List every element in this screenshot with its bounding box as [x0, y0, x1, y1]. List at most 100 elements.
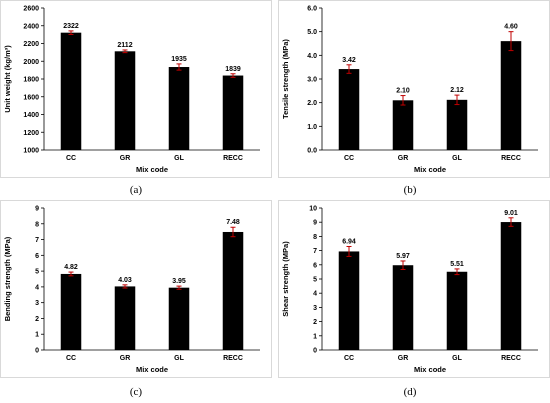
- x-tick-label: CC: [344, 355, 354, 362]
- chart-panel-a: 1000 1200 1400 1600 1800 2000 2200 2400 2600 2322…: [0, 0, 272, 178]
- caption-b: (b): [403, 184, 417, 196]
- y-tick-label: 5: [313, 277, 317, 284]
- x-tick-label: GL: [452, 355, 462, 362]
- chart-panel-c: 0 1 2 3 4 5 6 7 8 9 4.82 CC 4.03 GR 3.95 GL 7.48 RECC Mix …: [0, 200, 272, 378]
- chart-c-bending-strength: 0 1 2 3 4 5 6 7 8 9 4.82 CC 4.03 GR 3.95 GL 7.48 RECC Mix …: [0, 200, 272, 378]
- y-axis-title: Tensile strength (MPa): [281, 39, 290, 119]
- bar: [392, 265, 414, 350]
- data-label: 5.51: [450, 261, 464, 268]
- y-tick-label: 8: [313, 234, 317, 241]
- data-label: 4.03: [118, 277, 132, 284]
- y-tick-label: 3.0: [307, 77, 317, 84]
- chart-b-tensile-strength: 0.0 1.0 2.0 3.0 4.0 5.0 6.0 3.42 CC 2.10 GR 2.12 GL 4…: [278, 0, 550, 178]
- y-tick-label: 0.0: [307, 148, 317, 155]
- x-tick-label: GL: [174, 155, 184, 162]
- x-axis-title: Mix code: [414, 365, 446, 374]
- data-label: 3.42: [342, 57, 356, 64]
- y-tick-label: 1: [313, 333, 317, 340]
- y-tick-label: 1.0: [307, 124, 317, 131]
- y-axis-title: Shear strength (MPa): [281, 241, 290, 317]
- x-tick-label: CC: [344, 155, 354, 162]
- data-label: 5.97: [396, 253, 410, 260]
- y-tick-label: 2: [35, 316, 39, 323]
- y-tick-label: 2: [313, 319, 317, 326]
- y-tick-label: 3: [35, 300, 39, 307]
- y-tick-label: 6: [313, 262, 317, 269]
- y-tick-label: 7: [35, 237, 39, 244]
- bar: [338, 251, 360, 350]
- y-axis-title: Bending strength (MPa): [3, 236, 12, 321]
- y-tick-label: 1800: [23, 77, 39, 84]
- x-tick-label: GL: [452, 155, 462, 162]
- y-tick-label: 1600: [23, 94, 39, 101]
- data-label: 6.94: [342, 238, 356, 245]
- data-label: 4.60: [504, 24, 518, 31]
- y-tick-label: 2400: [23, 23, 39, 30]
- y-tick-label: 9: [313, 220, 317, 227]
- bar: [168, 287, 190, 350]
- bar: [500, 222, 522, 350]
- bar: [168, 67, 190, 150]
- bar: [392, 100, 414, 150]
- y-tick-label: 5: [35, 269, 39, 276]
- caption-d: (d): [403, 386, 417, 398]
- y-tick-label: 1: [35, 332, 39, 339]
- data-label: 2.12: [450, 87, 464, 94]
- bar: [114, 51, 136, 151]
- x-tick-label: RECC: [501, 355, 521, 362]
- y-tick-label: 3: [313, 305, 317, 312]
- y-axis-title: Unit weight (kg/m³): [3, 45, 12, 113]
- y-tick-label: 4.0: [307, 53, 317, 60]
- bar: [222, 75, 244, 150]
- y-tick-label: 9: [35, 206, 39, 213]
- x-tick-label: RECC: [223, 155, 243, 162]
- x-tick-label: RECC: [501, 155, 521, 162]
- y-tick-label: 5.0: [307, 29, 317, 36]
- chart-a-unit-weight: 1000 1200 1400 1600 1800 2000 2200 2400 2600 2322…: [0, 0, 272, 178]
- x-tick-label: RECC: [223, 355, 243, 362]
- data-label: 2112: [117, 42, 132, 49]
- y-tick-label: 2200: [23, 41, 39, 48]
- data-label: 2.10: [396, 88, 410, 95]
- x-tick-label: GR: [398, 355, 409, 362]
- x-axis-title: Mix code: [414, 165, 446, 174]
- y-tick-label: 6.0: [307, 6, 317, 13]
- y-tick-label: 2000: [23, 59, 39, 66]
- y-tick-label: 1000: [23, 148, 39, 155]
- y-tick-label: 2.0: [307, 100, 317, 107]
- bar: [60, 32, 82, 150]
- y-tick-label: 2600: [23, 6, 39, 13]
- y-tick-label: 7: [313, 248, 317, 255]
- bar: [446, 99, 468, 150]
- y-tick-label: 0: [35, 348, 39, 355]
- bar: [446, 271, 468, 350]
- y-tick-label: 10: [309, 206, 317, 213]
- bar: [114, 286, 136, 350]
- y-tick-label: 4: [313, 291, 317, 298]
- y-tick-label: 1400: [23, 112, 39, 119]
- caption-a: (a): [129, 184, 143, 196]
- y-tick-label: 8: [35, 221, 39, 228]
- bar: [60, 273, 82, 350]
- x-axis-title: Mix code: [136, 365, 168, 374]
- chart-panel-b: 0.0 1.0 2.0 3.0 4.0 5.0 6.0 3.42 CC 2.10 GR 2.12 GL 4…: [278, 0, 550, 178]
- x-axis-title: Mix code: [136, 165, 168, 174]
- y-tick-label: 1200: [23, 130, 39, 137]
- y-tick-label: 4: [35, 284, 39, 291]
- data-label: 9.01: [504, 210, 518, 217]
- data-label: 1935: [171, 56, 187, 63]
- data-label: 2322: [63, 23, 79, 30]
- x-tick-label: GR: [120, 155, 131, 162]
- bar: [500, 41, 522, 151]
- x-tick-label: GR: [120, 355, 131, 362]
- y-tick-label: 6: [35, 253, 39, 260]
- caption-c: (c): [129, 386, 143, 398]
- data-label: 7.48: [226, 219, 240, 226]
- bar: [222, 231, 244, 350]
- chart-d-shear-strength: 0 1 2 3 4 5 6 7 8 9 10 6.94 CC 5.97 GR 5.51 GL 9.01 RECC Mi…: [278, 200, 550, 378]
- y-tick-label: 0: [313, 348, 317, 355]
- data-label: 1839: [225, 66, 241, 73]
- chart-panel-d: 0 1 2 3 4 5 6 7 8 9 10 6.94 CC 5.97 GR 5.51 GL 9.01 RECC Mi…: [278, 200, 550, 378]
- bar: [338, 69, 360, 150]
- x-tick-label: GL: [174, 355, 184, 362]
